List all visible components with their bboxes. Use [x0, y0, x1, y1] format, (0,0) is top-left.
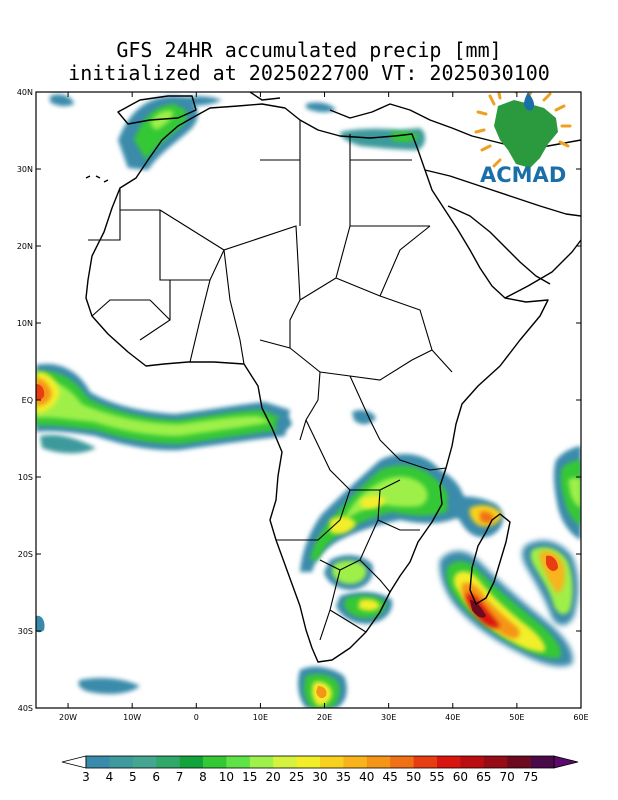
colorbar-swatch — [437, 756, 461, 768]
colorbar-swatch — [203, 756, 227, 768]
colorbar-swatch — [413, 756, 438, 768]
country-borders — [88, 120, 453, 641]
lat-tick-label: 10S — [18, 473, 33, 482]
colorbar-swatch — [530, 756, 555, 768]
latitude-ticks: 40N 30N 20N 10N EQ 10S 20S 30S 40S — [17, 88, 581, 713]
lat-tick-label: 30S — [18, 627, 33, 636]
colorbar-level-label: 60 — [453, 770, 468, 784]
map-area: ACMAD — [36, 92, 581, 708]
lon-tick-label: 0 — [194, 713, 199, 722]
logo-text: ACMAD — [480, 163, 566, 187]
lat-tick-label: 30N — [17, 165, 33, 174]
colorbar-level-label: 35 — [336, 770, 351, 784]
colorbar: 3 4 5 6 7 8 10 15 20 25 30 35 40 45 50 55 60 65 70 75 — [61, 755, 579, 784]
canary-islands — [85, 175, 109, 183]
colorbar-level-label: 30 — [312, 770, 327, 784]
colorbar-level-label: 40 — [359, 770, 374, 784]
colorbar-swatch — [366, 756, 391, 768]
africa-coastline — [85, 103, 549, 663]
iberia-coastline — [117, 95, 197, 125]
indian-ocean-rain — [36, 446, 581, 708]
colorbar-swatch — [179, 756, 204, 768]
lat-tick-label: 10N — [17, 319, 33, 328]
lat-tick-label: 40S — [18, 704, 33, 713]
colorbar-level-label: 45 — [383, 770, 398, 784]
colorbar-level-label: 10 — [219, 770, 234, 784]
colorbar-level-label: 6 — [152, 770, 160, 784]
colorbar-swatch — [226, 756, 251, 768]
acmad-logo: ACMAD — [474, 92, 572, 187]
madagascar-coastline — [469, 513, 511, 605]
colorbar-swatch — [132, 756, 157, 768]
colorbar-level-label: 3 — [82, 770, 90, 784]
lon-tick-label: 50E — [509, 713, 524, 722]
colorbar-swatch — [109, 756, 134, 768]
colorbar-level-label: 15 — [242, 770, 257, 784]
colorbar-level-label: 55 — [429, 770, 444, 784]
lon-tick-label: 30E — [381, 713, 396, 722]
colorbar-swatch — [460, 756, 485, 768]
colorbar-swatch — [296, 756, 321, 768]
colorbar-level-label: 75 — [523, 770, 538, 784]
colorbar-swatch — [507, 756, 531, 768]
atlantic-rain-band — [36, 363, 290, 454]
colorbar-level-label: 7 — [176, 770, 184, 784]
lon-tick-label: 20W — [59, 713, 77, 722]
lon-tick-label: 10E — [253, 713, 268, 722]
lat-tick-label: EQ — [22, 396, 33, 405]
colorbar-level-label: 65 — [476, 770, 491, 784]
colorbar-level-label: 25 — [289, 770, 304, 784]
colorbar-swatch — [249, 756, 274, 768]
colorbar-swatch — [86, 756, 110, 768]
colorbar-level-label: 8 — [199, 770, 207, 784]
colorbar-swatch — [273, 756, 297, 768]
colorbar-level-label: 5 — [129, 770, 137, 784]
africa-logo-icon — [494, 100, 558, 168]
colorbar-level-label: 4 — [106, 770, 114, 784]
lat-tick-label: 20N — [17, 242, 33, 251]
lat-tick-label: 20S — [18, 550, 33, 559]
arabia-coastline — [424, 169, 581, 299]
lon-tick-label: 20E — [317, 713, 332, 722]
longitude-ticks: 20W 10W 0 10E 20E 30E 40E 50E 60E — [59, 92, 589, 722]
colorbar-level-label: 70 — [500, 770, 515, 784]
lat-tick-label: 40N — [17, 88, 33, 97]
colorbar-swatch — [156, 756, 180, 768]
colorbar-swatch — [320, 756, 344, 768]
colorbar-level-label: 20 — [266, 770, 281, 784]
map-title-line-1: GFS 24HR accumulated precip [mm] — [116, 38, 502, 62]
raindrop-icon — [524, 92, 535, 111]
lon-tick-label: 40E — [445, 713, 460, 722]
colorbar-over-arrow — [553, 755, 579, 769]
colorbar-swatch — [390, 756, 414, 768]
colorbar-swatch — [343, 756, 368, 768]
lon-tick-label: 10W — [123, 713, 141, 722]
lon-tick-label: 60E — [573, 713, 588, 722]
colorbar-level-label: 50 — [406, 770, 421, 784]
colorbar-under-arrow — [61, 755, 87, 769]
colorbar-frame — [85, 755, 555, 769]
map-title-line-2: initialized at 2025022700 VT: 2025030100 — [68, 61, 550, 85]
colorbar-swatch — [483, 756, 508, 768]
